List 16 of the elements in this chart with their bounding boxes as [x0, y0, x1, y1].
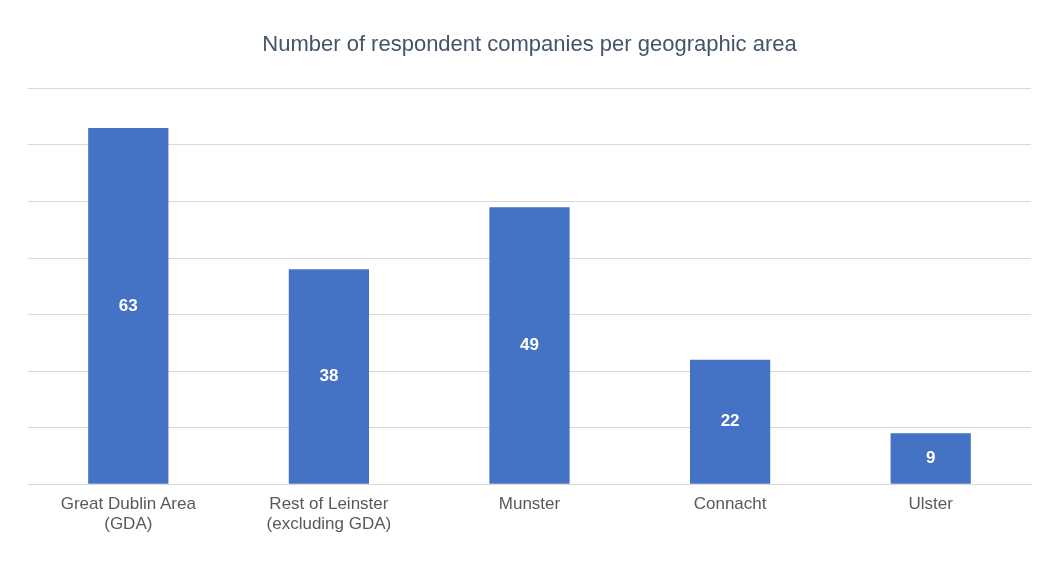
data-label: 49 — [520, 335, 539, 355]
data-label: 38 — [319, 366, 339, 386]
bar — [890, 433, 971, 484]
bar — [689, 359, 771, 484]
x-tick-label: Ulster — [908, 494, 954, 514]
data-label: 22 — [720, 411, 740, 431]
x-tick-label: Great Dublin Area (GDA) — [60, 494, 197, 534]
chart-title: Number of respondent companies per geographic area — [262, 31, 798, 57]
data-label: 9 — [925, 448, 936, 468]
x-tick-label: Munster — [498, 494, 561, 514]
bar — [88, 127, 169, 484]
data-label: 63 — [118, 295, 138, 315]
x-tick-label: Rest of Leinster (excluding GDA) — [266, 494, 392, 534]
bar — [288, 269, 370, 484]
bar — [489, 207, 570, 484]
x-tick-label: Connacht — [693, 494, 767, 514]
